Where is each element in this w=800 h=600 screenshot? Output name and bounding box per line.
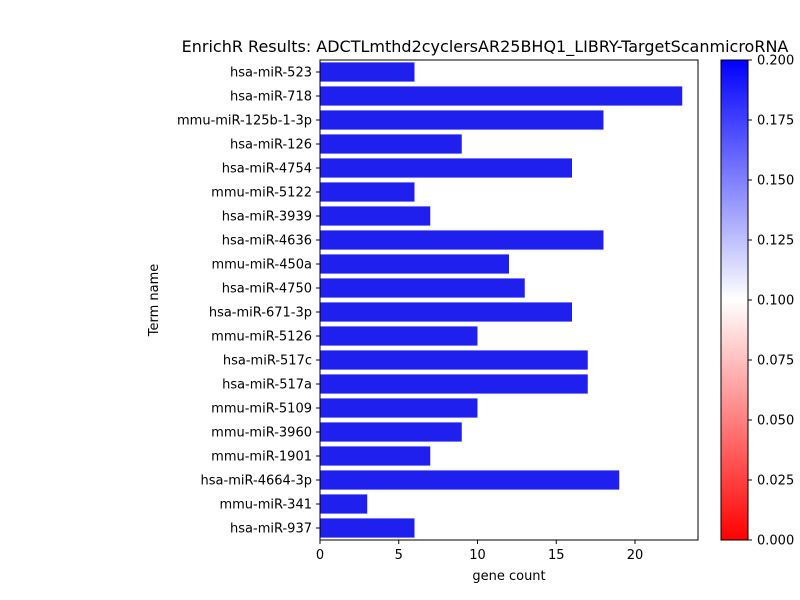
bar-hsa-miR-126 (320, 134, 462, 154)
y-tick-label: mmu-miR-5109 (211, 402, 312, 417)
x-tick-label: 0 (316, 548, 324, 563)
bar-mmu-miR-3960 (320, 422, 462, 442)
y-tick-label: hsa-miR-3939 (222, 210, 312, 225)
y-tick-label: hsa-miR-4754 (222, 162, 312, 177)
y-tick-label: hsa-miR-4750 (222, 282, 312, 297)
y-tick-label: mmu-miR-125b-1-3p (177, 114, 312, 129)
colorbar-tick-label: 0.050 (757, 414, 794, 429)
y-tick-label: hsa-miR-517a (222, 378, 312, 393)
x-tick-label: 20 (627, 548, 644, 563)
bar-hsa-miR-4750 (320, 278, 525, 298)
colorbar-tick-label: 0.025 (757, 474, 794, 489)
chart-title: EnrichR Results: ADCTLmthd2cyclersAR25BH… (182, 37, 789, 57)
y-axis-label: Term name (147, 264, 162, 338)
bar-hsa-miR-3939 (320, 206, 431, 226)
y-tick-label: hsa-miR-937 (230, 522, 312, 537)
bar-mmu-miR-5126 (320, 326, 478, 346)
y-tick-label: mmu-miR-341 (219, 498, 312, 513)
y-tick-label: mmu-miR-450a (211, 258, 312, 273)
bar-hsa-miR-671-3p (320, 302, 572, 322)
bar-mmu-miR-5109 (320, 398, 478, 418)
bar-mmu-miR-1901 (320, 446, 431, 466)
bar-mmu-miR-450a (320, 254, 509, 274)
colorbar-tick-label: 0.100 (757, 294, 794, 309)
y-tick-label: hsa-miR-4664-3p (201, 474, 312, 489)
bars (320, 62, 683, 538)
colorbar-tick-label: 0.125 (757, 234, 794, 249)
y-tick-label: mmu-miR-1901 (211, 450, 312, 465)
y-tick-label: hsa-miR-517c (223, 354, 312, 369)
colorbar-tick-label: 0.200 (757, 54, 794, 69)
y-tick-label: hsa-miR-718 (230, 90, 312, 105)
bar-hsa-miR-4754 (320, 158, 572, 178)
colorbar-tick-label: 0.150 (757, 174, 794, 189)
y-axis: hsa-miR-523 hsa-miR-718 mmu-miR-125b-1-3p h… (177, 66, 320, 537)
colorbar-gradient (720, 59, 749, 541)
colorbar-tick-label: 0.000 (757, 534, 794, 549)
bar-hsa-miR-517c (320, 350, 588, 370)
x-tick-label: 5 (395, 548, 403, 563)
x-tick-label: 10 (469, 548, 486, 563)
x-axis-label: gene count (472, 569, 545, 584)
bar-mmu-miR-5122 (320, 182, 415, 202)
bar-hsa-miR-937 (320, 518, 415, 538)
bar-mmu-miR-341 (320, 494, 368, 514)
y-tick-label: mmu-miR-5122 (211, 186, 312, 201)
y-tick-label: mmu-miR-3960 (211, 426, 312, 441)
x-tick-label: 15 (548, 548, 565, 563)
y-tick-label: hsa-miR-523 (230, 66, 312, 81)
bar-hsa-miR-517a (320, 374, 588, 394)
y-tick-label: hsa-miR-671-3p (209, 306, 312, 321)
x-axis: 0 5 10 15 20 (316, 540, 643, 563)
bar-hsa-miR-523 (320, 62, 415, 82)
colorbar: 0.000 0.025 0.050 0.075 0.100 0.125 0.150 0.175… (720, 54, 794, 549)
colorbar-tick-label: 0.175 (757, 114, 794, 129)
plot-frame (319, 59, 699, 541)
colorbar-tick-label: 0.075 (757, 354, 794, 369)
y-tick-label: hsa-miR-4636 (222, 234, 312, 249)
y-tick-label: mmu-miR-5126 (211, 330, 312, 345)
bar-hsa-miR-4636 (320, 230, 604, 250)
bar-hsa-miR-718 (320, 86, 683, 106)
bar-mmu-miR-125b-1-3p (320, 110, 604, 130)
y-tick-label: hsa-miR-126 (230, 138, 312, 153)
bar-hsa-miR-4664-3p (320, 470, 620, 490)
